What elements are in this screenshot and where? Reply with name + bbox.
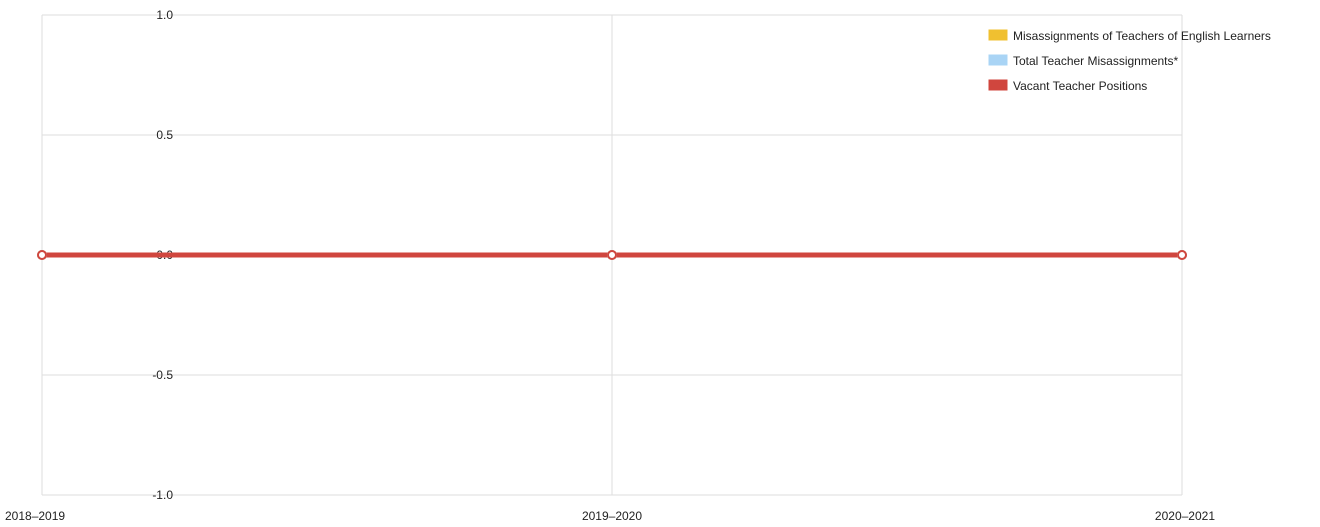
- y-tick-label: -1.0: [152, 488, 173, 502]
- x-tick-label: 2020–2021: [1155, 509, 1215, 523]
- legend-swatch: [987, 53, 1009, 67]
- legend-swatch: [987, 78, 1009, 92]
- x-tick-label: 2018–2019: [5, 509, 65, 523]
- legend: Misassignments of Teachers of English Le…: [987, 28, 1271, 93]
- x-tick-label: 2019–2020: [582, 509, 642, 523]
- series-point[interactable]: [1177, 250, 1187, 260]
- y-tick-label: 0.5: [156, 128, 173, 142]
- x-axis-ticks: 2018–2019 2019–2020 2020–2021: [5, 509, 1215, 523]
- y-tick-label: -0.5: [152, 368, 173, 382]
- legend-label[interactable]: Vacant Teacher Positions: [1013, 79, 1147, 93]
- y-axis-ticks: 1.00.50.0-0.5-1.0: [152, 8, 173, 502]
- series-point[interactable]: [37, 250, 47, 260]
- series-lines: [37, 250, 1187, 260]
- legend-swatch: [987, 28, 1009, 42]
- series-point[interactable]: [607, 250, 617, 260]
- y-tick-label: 1.0: [156, 8, 173, 22]
- legend-label[interactable]: Total Teacher Misassignments*: [1013, 54, 1179, 68]
- legend-label[interactable]: Misassignments of Teachers of English Le…: [1013, 29, 1271, 43]
